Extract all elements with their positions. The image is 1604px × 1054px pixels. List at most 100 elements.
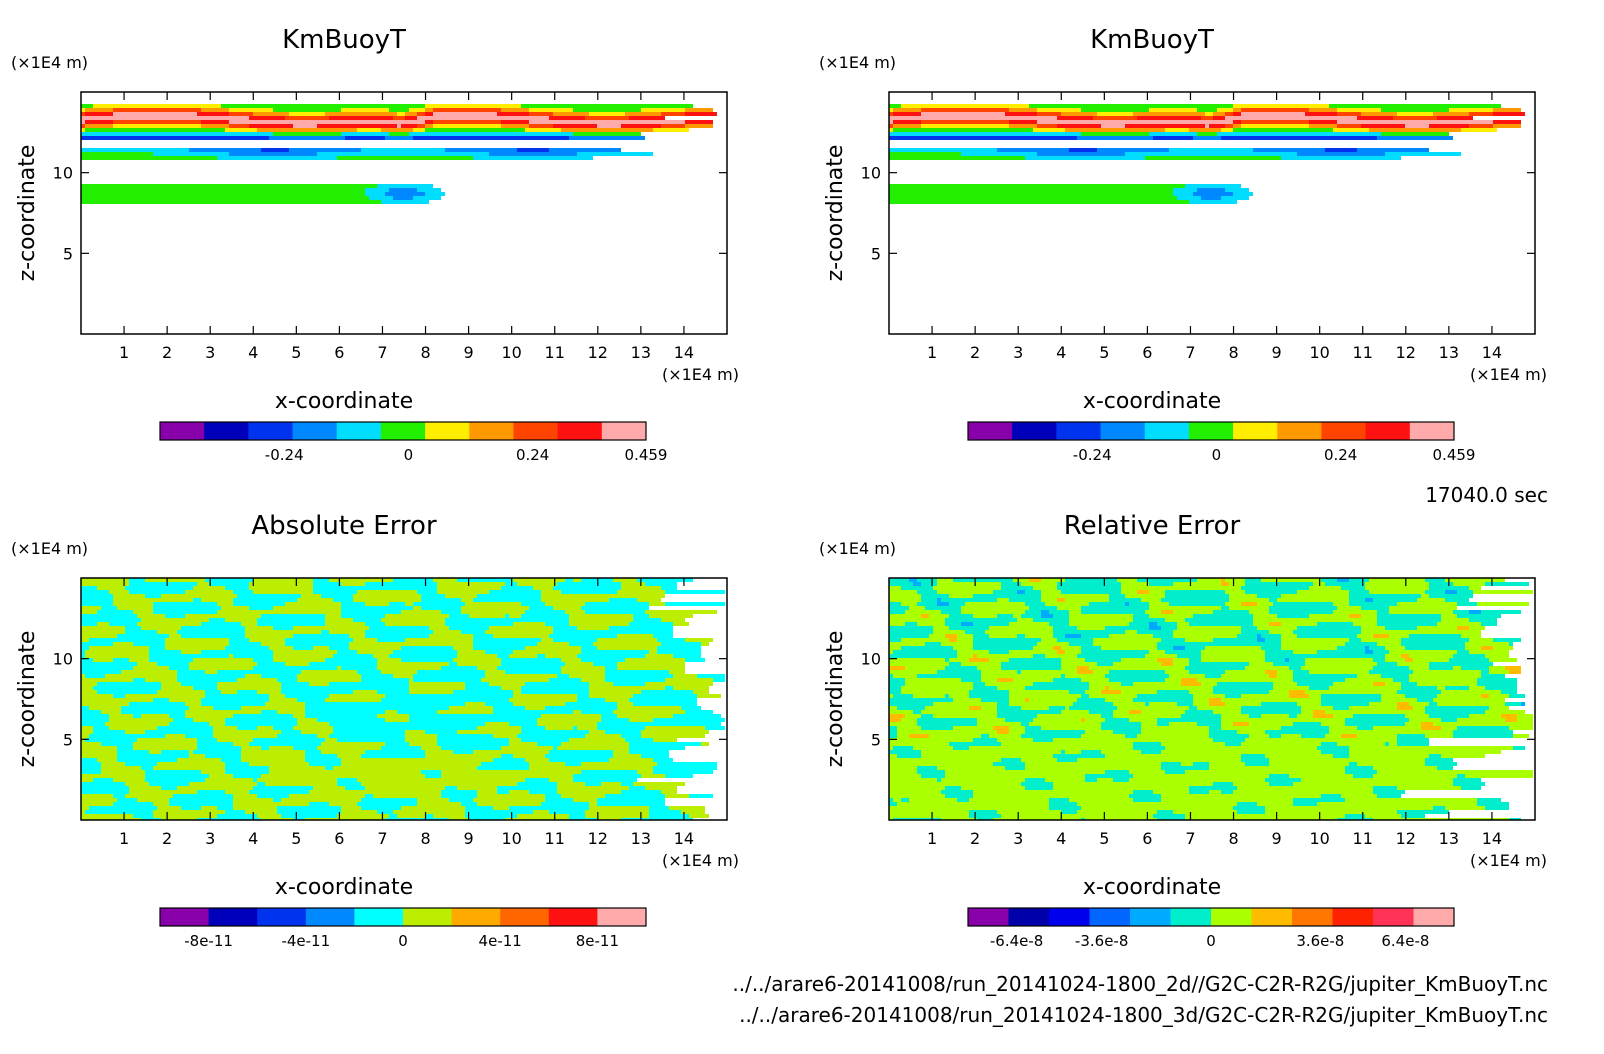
contour-cell bbox=[1001, 814, 1153, 818]
contour-cell bbox=[577, 654, 645, 658]
contour-cell bbox=[933, 630, 965, 634]
contour-cell bbox=[305, 754, 337, 758]
colorbar-segment bbox=[248, 422, 294, 440]
contour-cell bbox=[1157, 718, 1221, 722]
contour-cell bbox=[1457, 650, 1469, 654]
contour-cell bbox=[1201, 654, 1265, 658]
contour-cell bbox=[125, 794, 173, 798]
contour-cell bbox=[1373, 682, 1385, 686]
x-tick-label: 11 bbox=[545, 829, 565, 848]
contour-cell bbox=[1085, 774, 1133, 778]
contour-cell bbox=[237, 594, 301, 598]
contour-cell bbox=[1453, 666, 1461, 670]
contour-cell bbox=[293, 626, 369, 630]
contour-cell bbox=[1485, 582, 1529, 586]
contour-cell bbox=[641, 754, 669, 758]
contour-cell bbox=[1345, 770, 1377, 774]
contour-cell bbox=[481, 762, 529, 766]
contour-cell bbox=[1357, 762, 1425, 766]
contour-cell bbox=[945, 786, 961, 790]
contour-cell bbox=[1405, 714, 1429, 718]
contour-cell bbox=[1133, 614, 1149, 618]
contour-cell bbox=[377, 184, 433, 188]
contour-cell bbox=[185, 590, 233, 594]
contour-cell bbox=[913, 694, 945, 698]
contour-cell bbox=[1101, 714, 1113, 718]
contour-cell bbox=[1413, 706, 1425, 710]
contour-cell bbox=[1373, 790, 1405, 794]
contour-cell bbox=[273, 132, 341, 136]
contour-cell bbox=[505, 818, 569, 820]
x-tick-label: 11 bbox=[1353, 343, 1373, 362]
contour-cell bbox=[1469, 610, 1481, 614]
contour-cell bbox=[89, 646, 149, 650]
contour-cell bbox=[1053, 754, 1105, 758]
contour-cell bbox=[1437, 686, 1445, 690]
contour-cell bbox=[85, 124, 113, 128]
contour-cell bbox=[1293, 678, 1345, 682]
contour-cell bbox=[149, 646, 165, 650]
contour-cell bbox=[101, 766, 141, 770]
contour-cell bbox=[1377, 618, 1441, 622]
plot-frame bbox=[80, 577, 728, 821]
contour-cell bbox=[1181, 682, 1201, 686]
contour-cell bbox=[1053, 646, 1061, 650]
contour-cell bbox=[1453, 654, 1485, 658]
contour-cell bbox=[293, 646, 313, 650]
contour-cell bbox=[585, 814, 649, 818]
contour-cell bbox=[1265, 730, 1329, 734]
contour-cell bbox=[549, 810, 585, 814]
contour-cell bbox=[1265, 670, 1277, 674]
contour-cell bbox=[157, 762, 225, 766]
contour-cell bbox=[365, 630, 433, 634]
contour-cell bbox=[889, 108, 893, 112]
contour-cell bbox=[393, 196, 413, 200]
contour-cell bbox=[1213, 112, 1225, 116]
contour-cell bbox=[329, 630, 365, 634]
contour-cell bbox=[1489, 706, 1509, 710]
contour-cell bbox=[1157, 642, 1281, 646]
contour-cell bbox=[1161, 750, 1321, 754]
contour-cell bbox=[1097, 662, 1113, 666]
contour-cell bbox=[1025, 602, 1045, 606]
contour-cell bbox=[477, 666, 497, 670]
contour-cell bbox=[297, 718, 317, 722]
contour-cell bbox=[225, 128, 257, 132]
contour-cell bbox=[349, 634, 365, 638]
contour-cell bbox=[289, 794, 365, 798]
y-axis-label: z-coordinate bbox=[823, 145, 848, 282]
x-unit-label: (×1E4 m) bbox=[1470, 851, 1547, 870]
contour-cell bbox=[921, 108, 1009, 112]
contour-cell bbox=[1105, 674, 1169, 678]
contour-cell bbox=[1241, 758, 1269, 762]
contour-cell bbox=[397, 814, 425, 818]
contour-cell bbox=[81, 650, 85, 654]
contour-cell bbox=[645, 786, 677, 790]
contour-cell bbox=[1061, 666, 1077, 670]
contour-cell bbox=[1441, 614, 1457, 618]
contour-cell bbox=[1265, 654, 1385, 658]
contour-cell bbox=[1061, 810, 1077, 814]
contour-cell bbox=[665, 602, 725, 606]
contour-cell bbox=[1417, 698, 1433, 702]
contour-cell bbox=[193, 586, 225, 590]
y-tick-label: 10 bbox=[861, 650, 881, 669]
contour-cell bbox=[641, 774, 665, 778]
contour-cell bbox=[921, 120, 1009, 124]
contour-cell bbox=[1345, 718, 1409, 722]
contour-cell bbox=[665, 678, 713, 682]
contour-cell bbox=[1009, 598, 1041, 602]
contour-cell bbox=[201, 702, 265, 706]
contour-cell bbox=[233, 774, 261, 778]
contour-cell bbox=[1477, 802, 1509, 806]
contour-cell bbox=[889, 818, 893, 820]
contour-cell bbox=[617, 702, 633, 706]
contour-cell bbox=[93, 730, 125, 734]
contour-cell bbox=[609, 758, 653, 762]
contour-cell bbox=[1013, 678, 1053, 682]
contour-cell bbox=[589, 690, 641, 694]
contour-cell bbox=[1397, 810, 1449, 814]
contour-cell bbox=[1489, 658, 1517, 662]
contour-cell bbox=[357, 670, 381, 674]
contour-cell bbox=[1157, 818, 1185, 820]
